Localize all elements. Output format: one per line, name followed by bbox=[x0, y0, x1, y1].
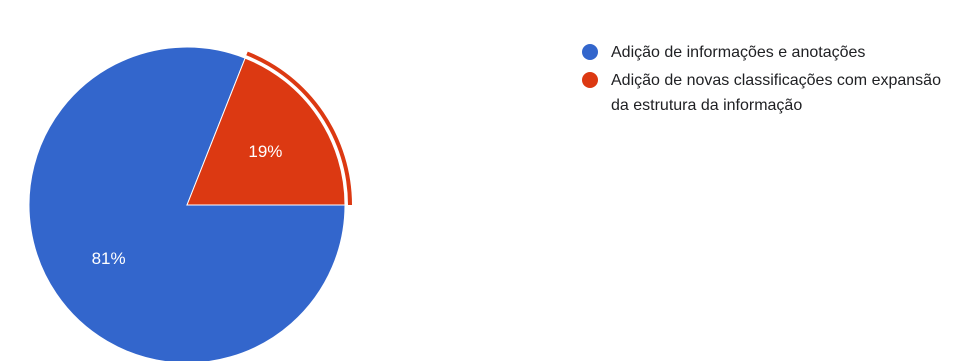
slice-percent-label: 19% bbox=[248, 142, 282, 161]
slice-highlight-ring bbox=[246, 51, 352, 206]
legend-item[interactable]: Adição de novas classificações com expan… bbox=[582, 68, 961, 118]
slice-percent-label: 81% bbox=[92, 249, 126, 268]
legend-label: Adição de novas classificações com expan… bbox=[611, 72, 941, 114]
legend-label: Adição de informações e anotações bbox=[611, 44, 866, 61]
legend-swatch-icon bbox=[582, 72, 598, 88]
legend-swatch-icon bbox=[582, 44, 598, 60]
legend-item[interactable]: Adição de informações e anotações bbox=[582, 40, 961, 65]
pie-slice[interactable] bbox=[186, 57, 346, 206]
chart-legend: Adição de informações e anotações Adição… bbox=[582, 40, 961, 121]
